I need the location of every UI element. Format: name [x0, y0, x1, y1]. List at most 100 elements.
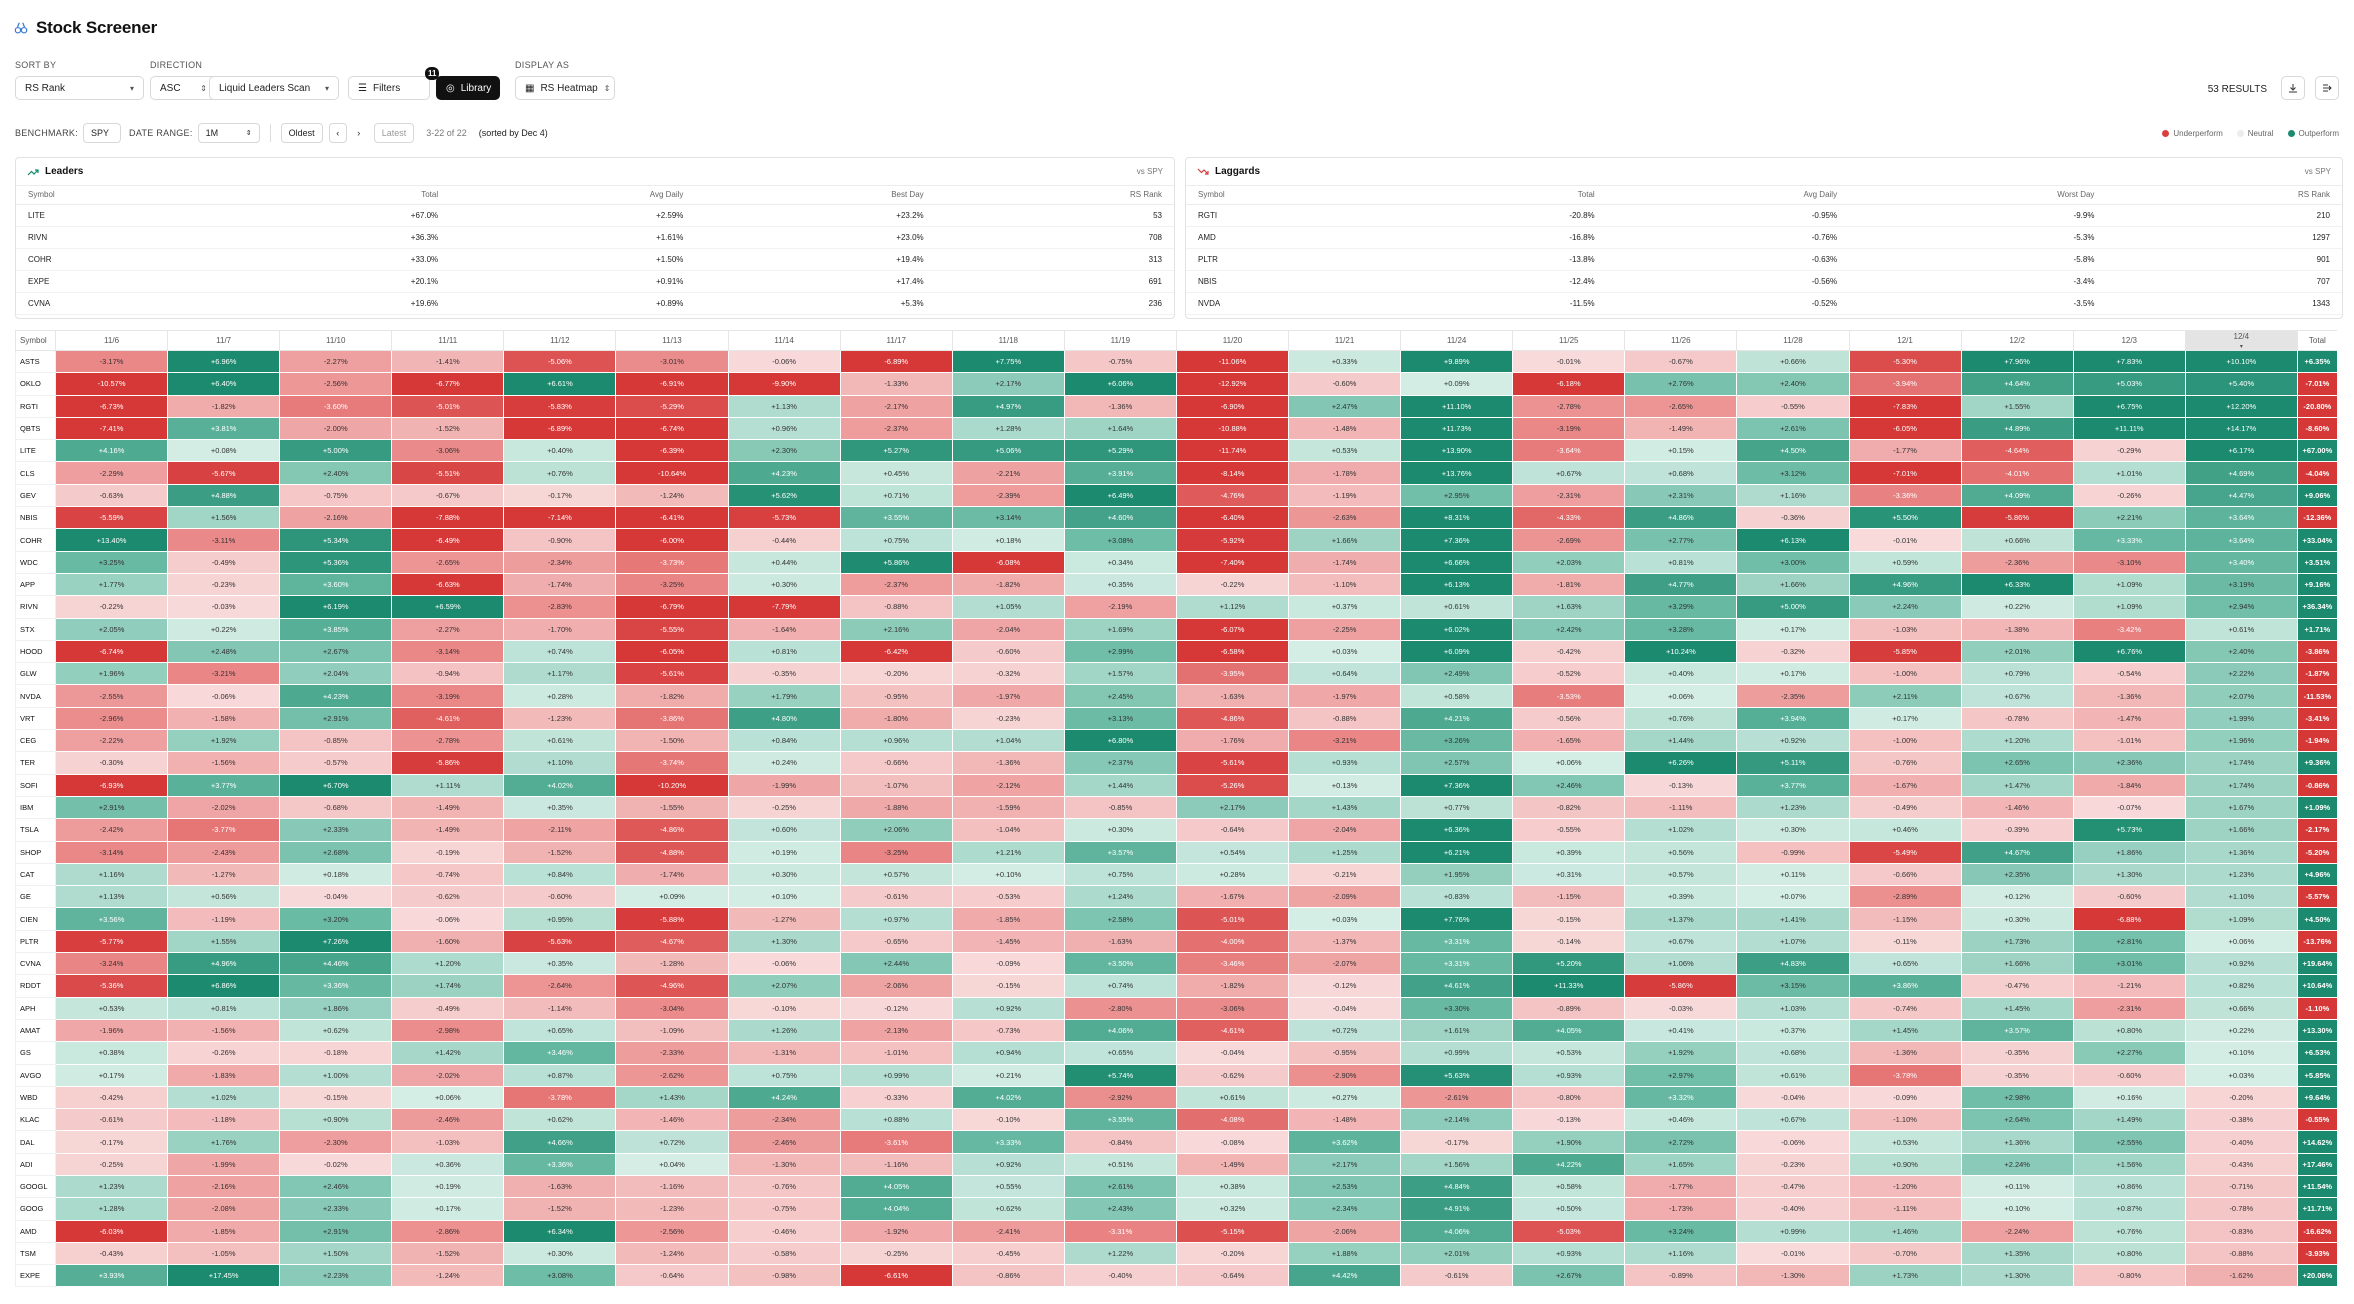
heatmap-cell[interactable]: -0.44%: [727, 528, 841, 552]
heatmap-cell[interactable]: -7.83%: [1848, 394, 1962, 418]
heatmap-cell[interactable]: +1.30%: [1960, 1264, 2074, 1288]
export-button[interactable]: [2315, 76, 2339, 100]
heatmap-cell[interactable]: -6.74%: [54, 639, 169, 664]
heatmap-cell[interactable]: +0.17%: [1848, 706, 1962, 731]
heatmap-cell[interactable]: +2.61%: [1736, 416, 1850, 441]
heatmap-cell[interactable]: -2.96%: [54, 706, 169, 731]
heatmap-cell[interactable]: +2.42%: [1512, 617, 1626, 641]
heatmap-cell[interactable]: -0.61%: [839, 885, 953, 909]
heatmap-cell[interactable]: +6.02%: [1400, 617, 1514, 641]
heatmap-cell[interactable]: -1.31%: [727, 1041, 841, 1065]
symbol-cell[interactable]: TSM: [15, 1241, 56, 1266]
heatmap-cell[interactable]: -2.78%: [391, 729, 505, 753]
heatmap-cell[interactable]: -1.59%: [951, 795, 1065, 820]
heatmap-cell[interactable]: -2.30%: [279, 1130, 393, 1154]
heatmap-cell[interactable]: +0.22%: [167, 617, 281, 641]
heatmap-cell[interactable]: +5.36%: [279, 550, 393, 574]
heatmap-cell[interactable]: -0.60%: [2072, 885, 2186, 909]
heatmap-cell[interactable]: +0.88%: [839, 1108, 953, 1132]
scan-select[interactable]: Liquid Leaders Scan ▾: [209, 76, 339, 100]
date-column-header[interactable]: 11/13: [615, 330, 729, 351]
heatmap-cell[interactable]: +3.31%: [1400, 929, 1514, 954]
heatmap-cell[interactable]: -1.49%: [1175, 1152, 1290, 1176]
heatmap-cell[interactable]: -2.83%: [503, 595, 617, 619]
heatmap-cell[interactable]: +6.61%: [503, 372, 617, 396]
heatmap-cell[interactable]: -6.63%: [391, 572, 505, 597]
heatmap-cell[interactable]: -1.41%: [391, 349, 505, 374]
heatmap-cell[interactable]: -5.86%: [1624, 974, 1738, 998]
heatmap-cell[interactable]: -1.36%: [1063, 394, 1177, 418]
heatmap-cell[interactable]: +4.02%: [503, 773, 617, 797]
heatmap-cell[interactable]: +1.61%: [1400, 1018, 1514, 1043]
heatmap-cell[interactable]: +5.11%: [1736, 751, 1850, 775]
heatmap-cell[interactable]: -0.35%: [1960, 1063, 2074, 1087]
heatmap-cell[interactable]: -3.17%: [54, 349, 169, 374]
heatmap-cell[interactable]: -0.57%: [279, 751, 393, 775]
heatmap-cell[interactable]: -4.00%: [1175, 929, 1290, 954]
heatmap-row[interactable]: RDDT -5.36% +6.86% +3.36% +1.74% -2.64% -4.96%…: [15, 974, 2337, 998]
heatmap-cell[interactable]: +0.76%: [503, 461, 617, 485]
heatmap-cell[interactable]: -6.73%: [54, 394, 169, 418]
heatmap-cell[interactable]: +0.57%: [839, 862, 953, 887]
heatmap-cell[interactable]: +1.43%: [1288, 795, 1402, 820]
heatmap-cell[interactable]: +0.58%: [1512, 1174, 1626, 1199]
heatmap-cell[interactable]: -3.42%: [2072, 617, 2186, 641]
heatmap-cell[interactable]: +2.46%: [279, 1174, 393, 1199]
heatmap-cell[interactable]: -2.64%: [503, 974, 617, 998]
heatmap-cell[interactable]: +2.47%: [1288, 394, 1402, 418]
heatmap-cell[interactable]: -0.88%: [1288, 706, 1402, 731]
heatmap-cell[interactable]: +5.74%: [1063, 1063, 1177, 1087]
heatmap-cell[interactable]: +1.67%: [2184, 795, 2298, 820]
heatmap-cell[interactable]: +6.66%: [1400, 550, 1514, 574]
heatmap-cell[interactable]: -6.77%: [391, 372, 505, 396]
date-column-header[interactable]: 11/20: [1175, 330, 1290, 351]
heatmap-cell[interactable]: +1.66%: [2184, 818, 2298, 842]
heatmap-cell[interactable]: -2.36%: [1960, 550, 2074, 574]
heatmap-cell[interactable]: +5.00%: [279, 439, 393, 463]
date-column-header[interactable]: 11/21: [1288, 330, 1402, 351]
heatmap-cell[interactable]: -7.79%: [727, 595, 841, 619]
laggards-col-worst-day[interactable]: Worst Day: [1849, 186, 2107, 205]
heatmap-cell[interactable]: +0.57%: [1624, 862, 1738, 887]
heatmap-cell[interactable]: +0.96%: [727, 416, 841, 441]
heatmap-cell[interactable]: -1.73%: [1624, 1197, 1738, 1221]
heatmap-cell[interactable]: +1.00%: [279, 1063, 393, 1087]
heatmap-cell[interactable]: -2.46%: [727, 1130, 841, 1154]
heatmap-row[interactable]: APP +1.77% -0.23% +3.60% -6.63% -1.74% -3.25% +…: [15, 572, 2337, 597]
sort-by-select[interactable]: RS Rank ▾: [15, 76, 144, 100]
heatmap-cell[interactable]: +0.31%: [1512, 862, 1626, 887]
heatmap-cell[interactable]: +3.12%: [1736, 461, 1850, 485]
heatmap-cell[interactable]: -6.18%: [1512, 372, 1626, 396]
heatmap-cell[interactable]: +6.96%: [167, 349, 281, 374]
symbol-cell[interactable]: TER: [15, 751, 56, 775]
heatmap-cell[interactable]: +2.01%: [1960, 639, 2074, 664]
symbol-cell[interactable]: ADI: [15, 1152, 56, 1176]
heatmap-cell[interactable]: -0.60%: [2072, 1063, 2186, 1087]
heatmap-cell[interactable]: -1.30%: [727, 1152, 841, 1176]
heatmap-cell[interactable]: +2.33%: [279, 818, 393, 842]
heatmap-cell[interactable]: -2.61%: [1400, 1085, 1514, 1110]
heatmap-cell[interactable]: +4.24%: [727, 1085, 841, 1110]
heatmap-cell[interactable]: -1.11%: [1848, 1197, 1962, 1221]
heatmap-cell[interactable]: +2.43%: [1063, 1197, 1177, 1221]
heatmap-cell[interactable]: -0.85%: [279, 729, 393, 753]
heatmap-cell[interactable]: +3.50%: [1063, 952, 1177, 976]
heatmap-cell[interactable]: -0.54%: [2072, 662, 2186, 686]
symbol-cell[interactable]: VRT: [15, 706, 56, 731]
heatmap-cell[interactable]: +7.83%: [2072, 349, 2186, 374]
leaders-row[interactable]: CVNA +19.6% +0.89% +5.3% 236: [16, 292, 1174, 315]
heatmap-cell[interactable]: +1.69%: [1063, 617, 1177, 641]
heatmap-cell[interactable]: +2.44%: [839, 952, 953, 976]
heatmap-cell[interactable]: +0.83%: [1400, 885, 1514, 909]
heatmap-cell[interactable]: +2.58%: [1063, 907, 1177, 931]
heatmap-cell[interactable]: -1.15%: [1512, 885, 1626, 909]
heatmap-cell[interactable]: +0.19%: [727, 840, 841, 864]
heatmap-cell[interactable]: -3.31%: [1063, 1219, 1177, 1243]
heatmap-cell[interactable]: -0.39%: [1960, 818, 2074, 842]
heatmap-cell[interactable]: -0.38%: [2184, 1108, 2298, 1132]
heatmap-row[interactable]: SHOP -3.14% -2.43% +2.68% -0.19% -1.52% -4.88%…: [15, 840, 2337, 864]
heatmap-cell[interactable]: -1.11%: [1624, 795, 1738, 820]
heatmap-cell[interactable]: -0.95%: [1288, 1041, 1402, 1065]
heatmap-cell[interactable]: +7.26%: [279, 929, 393, 954]
heatmap-row[interactable]: AMAT -1.96% -1.56% +0.62% -2.98% +0.65% -1.09%…: [15, 1018, 2337, 1043]
